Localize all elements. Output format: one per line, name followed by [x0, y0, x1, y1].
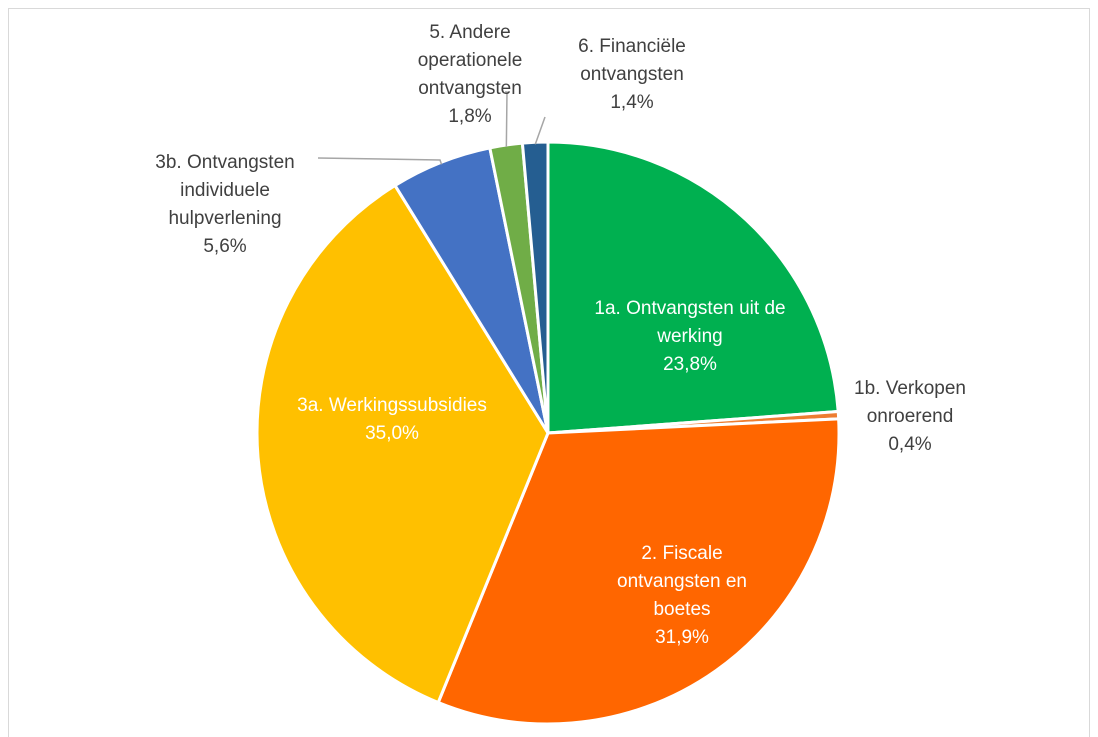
slice-label: 5. Andere operationele ontvangsten 1,8%	[395, 19, 545, 131]
slice-label: 6. Financiële ontvangsten 1,4%	[552, 33, 712, 117]
pie-slice	[255, 183, 550, 705]
slice-label: 1a. Ontvangsten uit de werking 23,8%	[575, 295, 805, 379]
value-label: 1,8%	[448, 106, 492, 127]
slice-label: 1b. Verkopen onroerend 0,4%	[840, 375, 980, 459]
category-label: 2. Fiscale ontvangsten en boetes	[617, 543, 747, 620]
category-label: 6. Financiële ontvangsten	[578, 36, 686, 85]
slice-label: 3b. Ontvangsten individuele hulpverlenin…	[138, 149, 313, 261]
category-label: 3a. Werkingssubsidies	[297, 395, 487, 416]
value-label: 35,0%	[365, 423, 419, 444]
value-label: 1,4%	[610, 92, 654, 113]
pie-slice	[436, 417, 841, 726]
chart-frame	[8, 8, 1090, 737]
category-label: 1b. Verkopen onroerend	[854, 378, 966, 427]
category-label: 1a. Ontvangsten uit de werking	[594, 298, 786, 347]
leader-line	[317, 157, 443, 165]
category-label: 3b. Ontvangsten individuele hulpverlenin…	[155, 152, 295, 229]
leader-line	[534, 116, 546, 145]
slice-label: 3a. Werkingssubsidies 35,0%	[292, 392, 492, 448]
value-label: 23,8%	[663, 354, 717, 375]
pie-slice	[546, 140, 840, 435]
pie-slice	[520, 140, 550, 434]
category-label: 5. Andere operationele ontvangsten	[417, 22, 523, 99]
value-label: 5,6%	[203, 236, 247, 257]
leader-line	[505, 91, 508, 148]
value-label: 0,4%	[888, 434, 932, 455]
slice-label: 2. Fiscale ontvangsten en boetes 31,9%	[592, 540, 772, 652]
value-label: 31,9%	[655, 627, 709, 648]
